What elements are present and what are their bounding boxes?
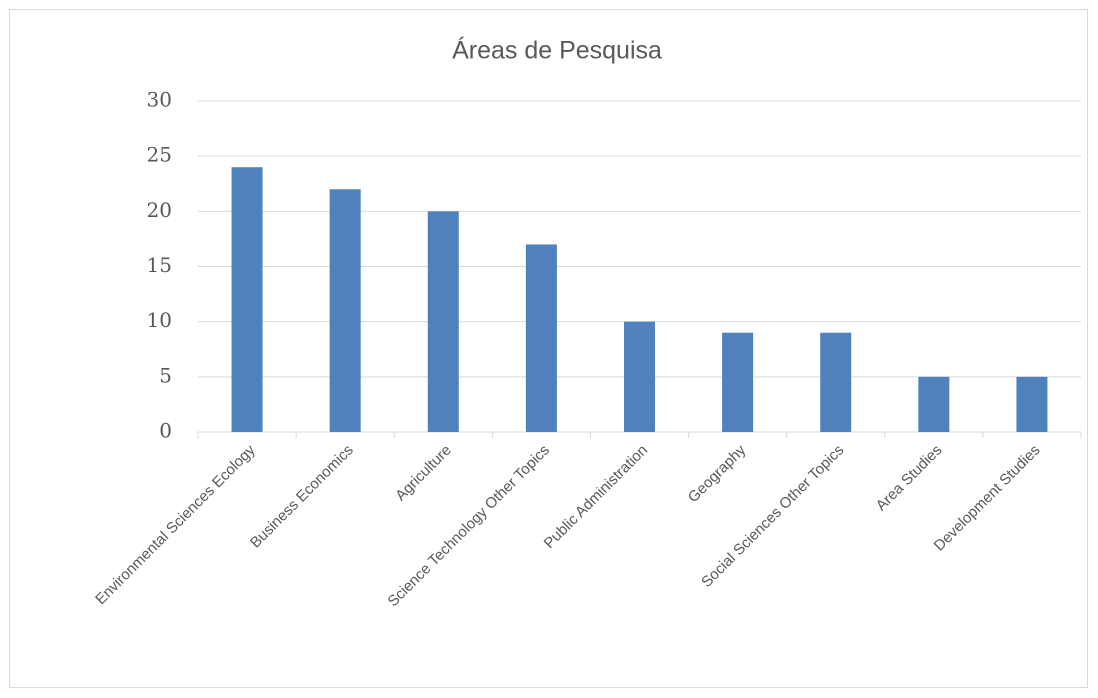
bar bbox=[722, 332, 754, 432]
bar bbox=[427, 211, 459, 432]
y-tick-label: 20 bbox=[147, 198, 172, 222]
bar bbox=[918, 376, 950, 432]
chart-title: Áreas de Pesquisa bbox=[452, 36, 662, 65]
bar bbox=[525, 244, 557, 432]
y-tick-label: 0 bbox=[159, 419, 172, 443]
y-tick-label: 30 bbox=[147, 88, 172, 112]
bar bbox=[820, 332, 852, 432]
bar bbox=[1016, 376, 1048, 432]
y-tick-label: 25 bbox=[147, 143, 172, 167]
y-tick-label: 5 bbox=[159, 363, 172, 387]
y-tick-label: 15 bbox=[147, 253, 172, 277]
bar bbox=[231, 167, 263, 432]
y-tick-label: 10 bbox=[147, 308, 172, 332]
bar bbox=[329, 189, 361, 432]
bar bbox=[624, 321, 655, 432]
